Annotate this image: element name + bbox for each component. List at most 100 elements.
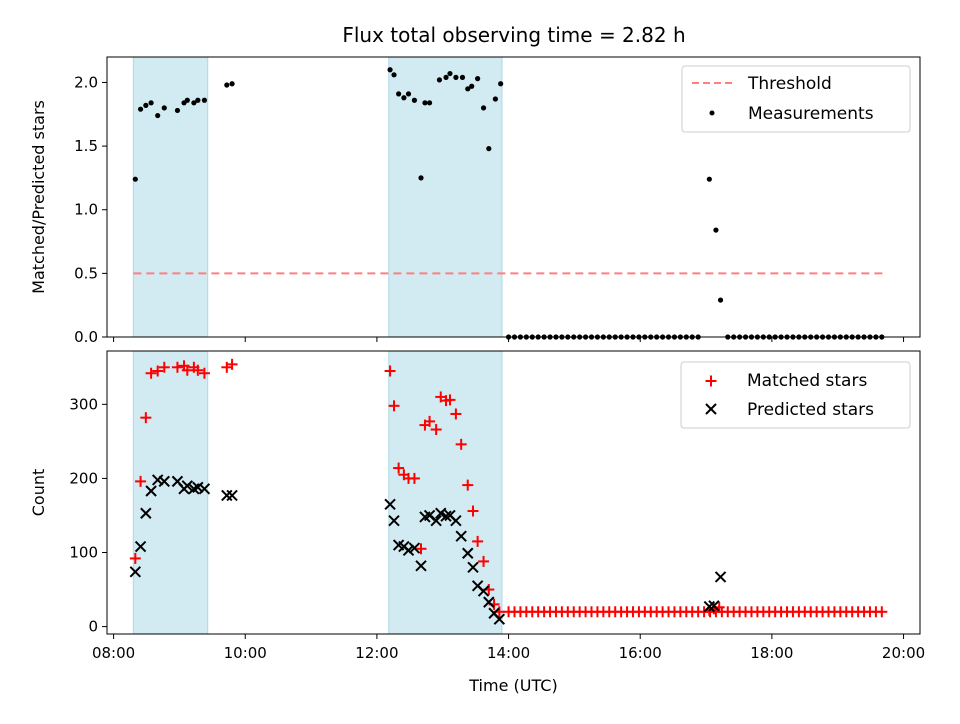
matched-stars-point [430,424,442,436]
measurement-point [447,70,453,77]
x-axis-label: Time (UTC) [468,676,557,695]
legend-matched-label: Matched stars [747,371,867,391]
matched-stars-point [129,552,141,564]
legend-plus-marker [705,375,717,387]
measurement-point [717,297,724,303]
measurements-points [132,67,885,340]
measurement-point [498,81,504,87]
measurement-point [191,100,197,106]
matched-stars-point [876,606,888,618]
measurement-point [443,74,449,80]
ratio-panel-x-ticks [113,337,905,342]
y-tick-label: 1.5 [74,137,98,155]
measurement-point [411,97,418,103]
measurement-point [405,91,412,97]
ratio-panel-legend: Threshold Measurements [681,65,911,133]
matched-stars-point [455,438,467,450]
x-tick-label: 16:00 [619,644,662,662]
predicted-stars-point [408,542,421,554]
measurement-point [713,227,719,233]
legend-measurements-label: Measurements [748,104,874,124]
count-panel-y-label: Count [29,469,48,517]
matched-stars-point [462,479,474,491]
count-panel-y-ticks: 0 100 200 300 [69,395,107,636]
ratio-panel-frame [106,56,921,338]
y-tick-label: 200 [69,469,98,487]
matched-stars-point [384,365,396,377]
y-tick-label: 300 [69,395,98,413]
measurement-point [459,74,466,80]
matched-stars-point [158,361,170,373]
measurement-point [426,100,433,106]
predicted-stars-point [467,561,479,574]
matched-stars-point [198,367,210,379]
predicted-stars-point [181,480,194,492]
matched-stars-point [467,505,479,517]
predicted-stars-point [226,489,238,502]
measurement-point [224,82,230,88]
y-tick-label: 0.5 [74,264,98,282]
x-tick-label: 14:00 [487,644,530,662]
predicted-stars-point [493,613,506,625]
legend-predicted-swatch [705,403,717,415]
matched-stars-point [415,543,427,555]
y-tick-label: 0 [88,618,98,636]
matched-stars-point [472,535,484,547]
predicted-stars-point [140,507,152,519]
matched-stars-point [450,408,462,420]
shaded-interval [132,350,209,635]
predicted-stars-points [129,474,727,625]
ratio-panel: 0.00.51.01.52.0 Matched/Predicted stars … [29,56,921,346]
count-panel-x-ticks: 08:00 10:00 12:00 14:00 16:00 18:00 20:00 [92,634,925,662]
x-tick-label: 10:00 [224,644,267,662]
measurement-point [387,67,393,73]
predicted-stars-point [483,596,495,608]
matched-stars-point [135,475,147,487]
matched-stars-points [129,358,888,618]
measurement-point [184,97,190,103]
matched-stars-point [226,358,238,370]
measurement-point [195,97,201,103]
legend-matched-swatch [705,375,717,387]
measurement-point [396,91,402,97]
ratio-panel-y-label: Matched/Predicted stars [29,100,48,294]
predicted-stars-point [714,571,727,583]
measurement-point [492,96,498,102]
matched-stars-point [408,472,420,484]
predicted-stars-point [415,560,427,572]
matched-stars-point [145,367,157,379]
measurement-point [465,86,471,92]
x-tick-label: 20:00 [882,644,925,662]
matched-stars-point [140,412,152,424]
predicted-stars-point [388,514,400,527]
measurement-point [401,95,407,101]
matched-stars-point [478,555,490,567]
measurement-point [436,77,443,83]
predicted-stars-point [145,485,157,497]
measurement-point [480,105,487,111]
matched-stars-point [388,400,400,412]
measurement-point [132,176,138,182]
predicted-stars-point [129,566,142,578]
measurement-point [475,76,481,82]
matched-stars-point [181,364,193,376]
count-panel: 0 100 200 300 08:00 10:00 12:00 14:00 16:00 18:0… [29,350,925,695]
chart-title: Flux total observing time = 2.82 h [342,23,685,47]
matched-stars-point [192,364,204,376]
y-tick-label: 100 [69,544,98,562]
measurement-point [137,106,144,112]
predicted-stars-point [134,540,147,553]
measurement-point [391,72,397,78]
legend-predicted-label: Predicted stars [747,400,874,420]
ratio-panel-legend-box [681,65,911,133]
predicted-stars-point [708,600,720,612]
measurement-point [148,100,154,106]
count-panel-frame [106,350,921,635]
y-tick-label: 2.0 [74,73,98,91]
predicted-stars-point [158,475,170,488]
matched-stars-point [393,462,405,474]
measurement-point [161,105,167,111]
predicted-stars-point [440,510,452,522]
x-tick-label: 12:00 [355,644,398,662]
y-tick-label: 0.0 [74,328,98,346]
